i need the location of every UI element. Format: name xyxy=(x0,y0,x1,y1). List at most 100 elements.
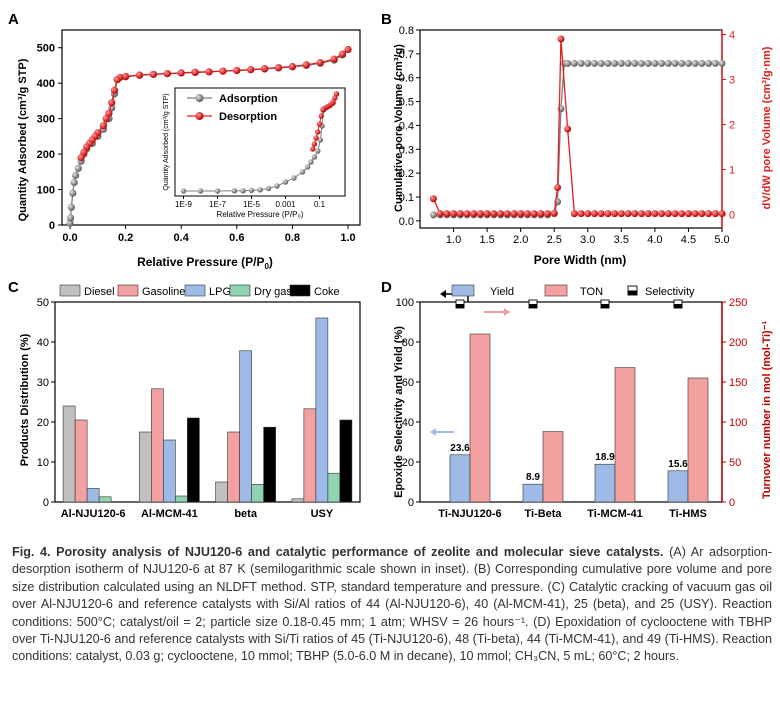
legend-c-label: Dry gas xyxy=(254,286,292,298)
panel-c-category-label: Al-NJU120-6 xyxy=(61,508,126,520)
panel-b-xtick-label: 4.5 xyxy=(681,234,696,246)
panel-b-point xyxy=(517,210,525,218)
panel-b-point xyxy=(718,210,726,218)
panel-a-point xyxy=(80,148,88,156)
panel-d-ton-bar xyxy=(542,431,564,503)
panel-b-point xyxy=(584,59,592,67)
panel-c-ytick-label: 20 xyxy=(37,417,49,429)
panel-a-series xyxy=(66,45,352,227)
panel-d-ytick-label: 40 xyxy=(402,417,414,429)
panel-b-point xyxy=(617,210,625,218)
inset-point xyxy=(248,187,255,194)
panel-b-point xyxy=(483,210,491,218)
panel-b-xtick-label: 1.5 xyxy=(479,234,494,246)
inset-point xyxy=(214,188,221,194)
panel-a-point xyxy=(122,72,130,81)
panel-d-selectivity-marker-fill xyxy=(529,304,537,308)
panel-d-ytick-right-label: 250 xyxy=(729,297,747,309)
inset-point xyxy=(274,183,280,189)
panel-b-point xyxy=(678,210,686,218)
panel-d-ytick-right-label: 150 xyxy=(729,377,747,389)
panel-b-point xyxy=(590,210,598,218)
panel-c-bar xyxy=(62,405,76,503)
panel-c-bar xyxy=(263,426,276,503)
panel-b-point xyxy=(597,59,605,67)
panel-b-ytick-label: 0.0 xyxy=(399,216,414,228)
panel-d-category-label: Ti-Beta xyxy=(524,508,562,520)
panel-b-xtick-label: 3.0 xyxy=(580,234,595,246)
panel-b-axes: 1.0 1.5 2.0 2.5 3.0 3.5 4.0 4.5 5.0 0.0 0.1 0.2 0.3 0… xyxy=(399,25,735,246)
inset-point xyxy=(316,121,323,127)
panel-b-ytick-label: 0.2 xyxy=(399,168,414,180)
panel-a-point xyxy=(66,219,74,227)
panel-d-ytick-right-label: 200 xyxy=(729,337,747,349)
panel-d-selectivity-marker-fill xyxy=(674,304,682,308)
panel-a-point xyxy=(219,67,227,75)
panel-d-ytick-label: 60 xyxy=(402,377,414,389)
panel-a-point xyxy=(177,69,185,77)
panel-c-bar xyxy=(163,439,176,503)
panel-b-ytick-label: 0.3 xyxy=(399,144,414,156)
panel-a-axes: 0.0 0.2 0.4 0.6 0.8 1.0 0 100 200 300 400 500 xyxy=(37,29,361,244)
panel-d-ytick-label: 0 xyxy=(408,497,414,509)
legend-c-swatch xyxy=(289,284,311,297)
inset-point xyxy=(291,175,297,181)
caption-body: (A) Ar adsorption-desorption isotherm of… xyxy=(12,545,772,664)
panel-a-frame xyxy=(61,29,361,226)
yield-arrow-head xyxy=(430,428,436,436)
legend-d-label: TON xyxy=(580,286,603,298)
panel-d-category-label: Ti-NJU120-6 xyxy=(438,508,501,520)
panel-a-point xyxy=(316,59,324,67)
legend-a-marker xyxy=(195,94,204,102)
panel-a-point xyxy=(77,154,85,162)
inset-point xyxy=(315,148,321,154)
panel-c-frame xyxy=(54,301,361,503)
inset-point xyxy=(318,113,324,119)
panel-a-point xyxy=(113,76,121,84)
panel-b-point xyxy=(684,210,692,218)
inset-point xyxy=(240,188,246,194)
panel-a-point xyxy=(74,164,82,172)
panel-b-point xyxy=(644,59,652,67)
panel-b-point xyxy=(671,59,679,67)
panel-c-bar xyxy=(98,496,112,503)
panel-a-point xyxy=(302,61,310,69)
panel-b-point xyxy=(711,210,719,218)
inset-point xyxy=(310,146,316,152)
panel-a-point xyxy=(66,214,75,222)
panel-d-bars: 23.6 8.9 18.9 15.6 xyxy=(449,299,709,503)
panel-b-point xyxy=(604,59,612,67)
panel-a-inset: 1E-9 1E-7 1E-5 0.001 0.1 Relative Pressure (P… xyxy=(163,87,346,219)
panel-b-point xyxy=(624,59,632,67)
panel-a-ytick-label: 300 xyxy=(37,114,55,126)
panel-b-point xyxy=(644,210,652,218)
panel-b-xtick-label: 3.5 xyxy=(614,234,629,246)
panel-b-point xyxy=(651,59,659,67)
panel-b: B Cumulative pore Volume (cm³/g) dV/dW p… xyxy=(381,11,773,267)
panel-b-point xyxy=(557,105,565,113)
panel-c-bar xyxy=(139,431,152,503)
panel-d-legend: Yield TON Selectivity xyxy=(451,284,695,298)
caption-lead: Fig. 4. Porosity analysis of NJU120-6 an… xyxy=(12,545,664,559)
panel-a-ytick-label: 500 xyxy=(37,43,55,55)
panel-c-bar xyxy=(74,419,88,503)
panel-a-ytick-label: 200 xyxy=(37,149,55,161)
panel-d-selectivity-marker-fill xyxy=(456,304,464,308)
panel-b-point xyxy=(611,59,619,67)
panel-a-letter: A xyxy=(8,11,19,28)
panel-c: C Products Distribution (%) 0 10 20 30 40 50 A… xyxy=(8,279,361,520)
panel-b-point xyxy=(544,210,552,218)
inset-xlabel: Relative Pressure (P/P₀) xyxy=(217,210,304,219)
panel-b-point xyxy=(490,210,498,218)
panel-d-ylabel-right: Turnover number in mol (mol-Ti)⁻¹ xyxy=(761,320,773,499)
panel-b-series-line xyxy=(432,38,722,215)
panel-b-ytick-right-label: 0 xyxy=(729,210,735,222)
panel-a-xtick-label: 1.0 xyxy=(340,232,355,244)
panel-b-xtick-label: 2.0 xyxy=(513,234,528,246)
panel-b-point xyxy=(705,210,713,218)
inset-xtick-label: 1E-7 xyxy=(209,200,226,209)
panel-b-point xyxy=(503,210,511,218)
panel-d-ytick-label: 20 xyxy=(402,457,414,469)
panel-b-ylabel-right: dV/dW pore Volume (cm³/g·nm) xyxy=(761,46,773,209)
panel-b-series xyxy=(429,35,726,219)
